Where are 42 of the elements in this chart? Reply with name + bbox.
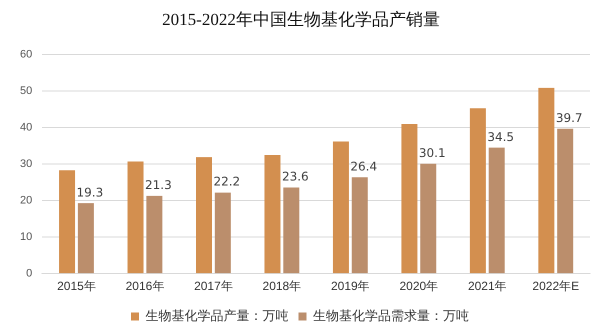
data-label: 39.7	[556, 110, 583, 125]
x-tick-label: 2018年	[262, 279, 302, 294]
bar	[352, 177, 368, 274]
bar	[332, 141, 349, 274]
bar	[146, 196, 162, 274]
data-label: 26.4	[350, 159, 378, 174]
x-tick-label: 2021年	[468, 279, 507, 294]
data-label: 30.1	[418, 146, 446, 160]
data-label: 22.2	[213, 174, 240, 189]
x-tick-label: 2020年	[399, 279, 438, 294]
bar	[128, 162, 144, 274]
x-tick-label: 2022年E	[532, 279, 580, 294]
bar	[538, 88, 554, 274]
bar	[401, 124, 418, 274]
y-tick-label: 0	[26, 268, 32, 280]
data-label: 34.5	[487, 130, 514, 144]
x-tick-label: 2015年	[57, 279, 96, 294]
bar	[196, 157, 212, 274]
x-tick-label: 2017年	[194, 279, 233, 294]
y-tick-label: 10	[20, 231, 32, 244]
bar	[78, 203, 94, 274]
data-label: 21.3	[144, 178, 172, 192]
data-label: 23.6	[282, 170, 309, 184]
data-label: 19.3	[76, 185, 104, 200]
bar	[420, 164, 436, 274]
bar	[264, 154, 280, 274]
bar	[557, 128, 574, 274]
y-tick-label: 50	[20, 85, 32, 98]
y-tick-label: 40	[20, 122, 32, 134]
y-tick-label: 20	[20, 194, 32, 207]
bar	[59, 170, 76, 274]
x-tick-label: 2019年	[331, 279, 370, 294]
y-tick-label: 60	[20, 48, 32, 61]
legend-label: 生物基化学品产量：万吨	[146, 308, 288, 324]
y-tick-label: 30	[20, 158, 32, 170]
legend-label: 生物基化学品需求量：万吨	[313, 308, 469, 324]
bar	[214, 192, 231, 274]
chart-title: 2015-2022年中国生物基化学品产销量	[161, 9, 441, 31]
bar	[470, 108, 486, 274]
bar	[488, 148, 505, 274]
bar	[283, 187, 300, 274]
x-tick-label: 2016年	[126, 279, 164, 294]
